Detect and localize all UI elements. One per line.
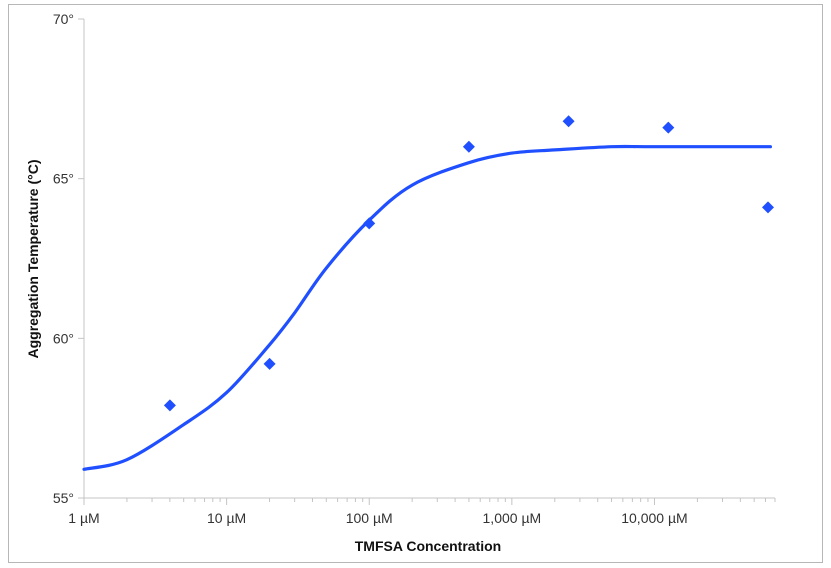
x-tick-label-0: 1 µM bbox=[68, 510, 99, 526]
data-point-1 bbox=[263, 357, 276, 370]
data-point-2 bbox=[363, 217, 376, 230]
chart-frame bbox=[8, 4, 823, 563]
x-axis-title: TMFSA Concentration bbox=[355, 538, 501, 554]
x-tick-label-4: 10,000 µM bbox=[621, 510, 687, 526]
labels-layer: 55° 60° 65° 70° 1 µM 10 µM 100 µM 1,000 µM 10,00… bbox=[53, 11, 688, 526]
x-tick-label-3: 1,000 µM bbox=[483, 510, 542, 526]
y-tick-label-0: 55° bbox=[53, 490, 74, 506]
curve-layer bbox=[82, 144, 772, 471]
y-tick-label-3: 70° bbox=[53, 11, 74, 27]
fit-curve bbox=[82, 144, 772, 471]
y-axis-title: Aggregation Temperature (°C) bbox=[25, 159, 41, 358]
axes bbox=[78, 18, 776, 505]
y-tick-label-1: 60° bbox=[53, 330, 74, 346]
y-tick-label-2: 65° bbox=[53, 171, 74, 187]
x-tick-label-1: 10 µM bbox=[207, 510, 246, 526]
data-point-5 bbox=[662, 121, 675, 134]
data-point-4 bbox=[562, 115, 575, 128]
data-point-6 bbox=[762, 201, 774, 214]
x-tick-label-2: 100 µM bbox=[346, 510, 393, 526]
points-layer bbox=[163, 115, 774, 412]
data-point-3 bbox=[462, 140, 475, 153]
data-point-0 bbox=[163, 399, 176, 412]
